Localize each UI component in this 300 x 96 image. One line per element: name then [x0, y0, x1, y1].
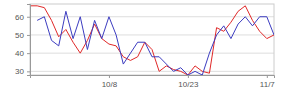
x-axis-line — [31, 76, 275, 79]
x-tick: 11/7 — [260, 75, 276, 89]
y-tick-label: 40 — [15, 49, 24, 58]
y-axis: 30 40 50 60 — [15, 5, 30, 77]
x-tick: 10/8 — [102, 75, 118, 89]
x-axis: 10/8 10/23 11/7 — [31, 75, 276, 89]
x-tick: 10/23 — [178, 75, 199, 89]
y-tick-mark — [27, 71, 30, 72]
grid-line — [30, 71, 274, 72]
y-tick-mark — [27, 53, 30, 54]
y-tick: 60 — [15, 13, 30, 22]
y-tick-mark — [27, 17, 30, 18]
chart-svg: 30 40 50 60 10/8 10/23 11/7 — [0, 0, 300, 96]
plot: 30 40 50 60 10/8 10/23 11/7 — [15, 4, 275, 89]
x-tick-label: 10/23 — [178, 80, 199, 89]
y-axis-line — [27, 5, 31, 76]
x-tick-mark — [109, 75, 110, 78]
grid-line — [30, 53, 274, 54]
plot-frame — [30, 4, 274, 75]
x-tick-label: 10/8 — [102, 80, 118, 89]
y-tick-mark — [27, 35, 30, 36]
x-tick-mark — [267, 75, 268, 78]
series-line — [30, 6, 274, 75]
series-group — [30, 6, 274, 75]
grid-line — [30, 16, 274, 17]
y-tick-label: 50 — [15, 31, 24, 40]
chart-container: 30 40 50 60 10/8 10/23 11/7 — [0, 0, 300, 96]
y-tick-label: 30 — [15, 67, 24, 76]
x-tick-mark — [188, 75, 189, 78]
y-tick-label: 60 — [15, 13, 24, 22]
grid-line — [30, 34, 274, 35]
y-tick: 30 — [15, 67, 30, 76]
y-tick: 50 — [15, 31, 30, 40]
series-line — [37, 11, 274, 75]
x-tick-label: 11/7 — [260, 80, 276, 89]
y-tick: 40 — [15, 49, 30, 58]
